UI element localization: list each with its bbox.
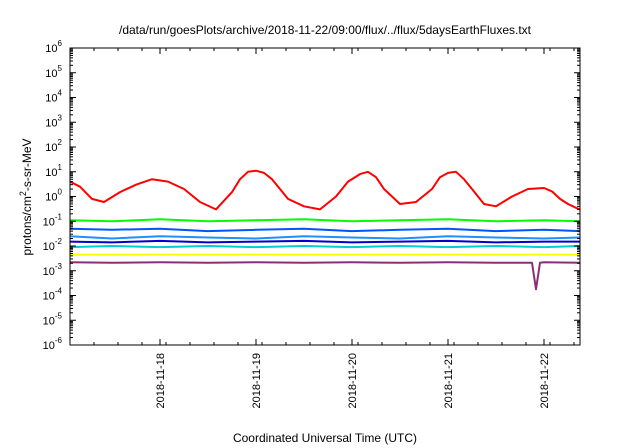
y-tick-label-exp: -2	[55, 237, 63, 246]
y-tick-label-base: 10	[43, 291, 55, 303]
y-tick-label-base: 10	[43, 315, 55, 327]
y-tick-label-base: 10	[43, 340, 55, 352]
series-line	[69, 227, 581, 233]
y-tick-label-exp: 2	[58, 138, 63, 147]
x-axis-title: Coordinated Universal Time (UTC)	[233, 431, 417, 445]
y-tick-label-base: 10	[45, 192, 57, 204]
y-axis: 10-610-510-410-310-210-11001011021031041…	[43, 39, 580, 352]
y-axis-title: protons/cm2-s-sr-MeV	[18, 138, 34, 255]
y-tick-label-base: 10	[43, 216, 55, 228]
plot-frame	[69, 47, 581, 346]
y-tick-label: 102	[45, 138, 62, 154]
y-tick-label-exp: 0	[58, 188, 63, 197]
y-tick-label-exp: -1	[55, 212, 63, 221]
y-axis-title-rest: -s-sr-MeV	[20, 138, 34, 191]
x-tick-label: 2018-11-18	[155, 353, 167, 408]
y-tick-label: 10-1	[43, 212, 63, 228]
series-line	[69, 239, 580, 244]
y-tick-label-base: 10	[43, 241, 55, 253]
y-tick-label-exp: 5	[58, 64, 63, 73]
y-tick-label-base: 10	[45, 167, 57, 179]
x-axis: 2018-11-18 2018-11-19 2018-11-20 2018-11-21…	[69, 48, 575, 408]
y-tick-label-exp: 3	[58, 113, 63, 122]
y-tick-label-base: 10	[45, 93, 57, 105]
y-axis-title-base: protons/cm	[20, 196, 34, 255]
y-tick-label-exp: -6	[55, 336, 63, 345]
y-tick-label-base: 10	[43, 266, 55, 278]
y-tick-label: 10-5	[43, 311, 63, 327]
x-tick-label: 2018-11-21	[443, 353, 455, 408]
series-line	[69, 235, 581, 240]
y-tick-label: 10-2	[43, 237, 63, 253]
y-tick-label: 10-3	[43, 262, 63, 278]
chart-title: /data/run/goesPlots/archive/2018-11-22/0…	[119, 23, 532, 37]
y-tick-label-exp: 4	[58, 89, 63, 98]
series-line	[69, 169, 581, 211]
y-tick-label-exp: -5	[55, 311, 63, 320]
series-line	[69, 218, 581, 223]
y-tick-label-exp: -4	[55, 287, 63, 296]
x-tick-label: 2018-11-20	[347, 353, 359, 408]
series-line	[69, 245, 581, 249]
y-tick-label-exp: -3	[55, 262, 63, 271]
y-tick-label-base: 10	[45, 117, 57, 129]
y-tick-label: 106	[45, 39, 62, 55]
y-tick-label: 105	[45, 64, 62, 80]
y-tick-label-exp: 6	[58, 39, 63, 48]
y-tick-label: 10-4	[43, 287, 63, 303]
y-tick-label: 100	[45, 188, 62, 204]
y-axis-title-sup: 2	[18, 191, 28, 196]
y-tick-label-exp: 1	[58, 163, 63, 172]
series-layer	[69, 169, 581, 291]
series-line	[69, 261, 581, 291]
y-tick-label: 10-6	[43, 336, 63, 352]
y-tick-label: 101	[45, 163, 62, 179]
y-tick-label-base: 10	[45, 68, 57, 80]
y-tick-label: 104	[45, 89, 62, 105]
x-tick-label: 2018-11-22	[539, 353, 551, 408]
y-tick-label: 103	[45, 113, 62, 129]
y-tick-label-base: 10	[45, 142, 57, 154]
x-tick-label: 2018-11-19	[251, 353, 263, 408]
y-tick-label-base: 10	[45, 43, 57, 55]
